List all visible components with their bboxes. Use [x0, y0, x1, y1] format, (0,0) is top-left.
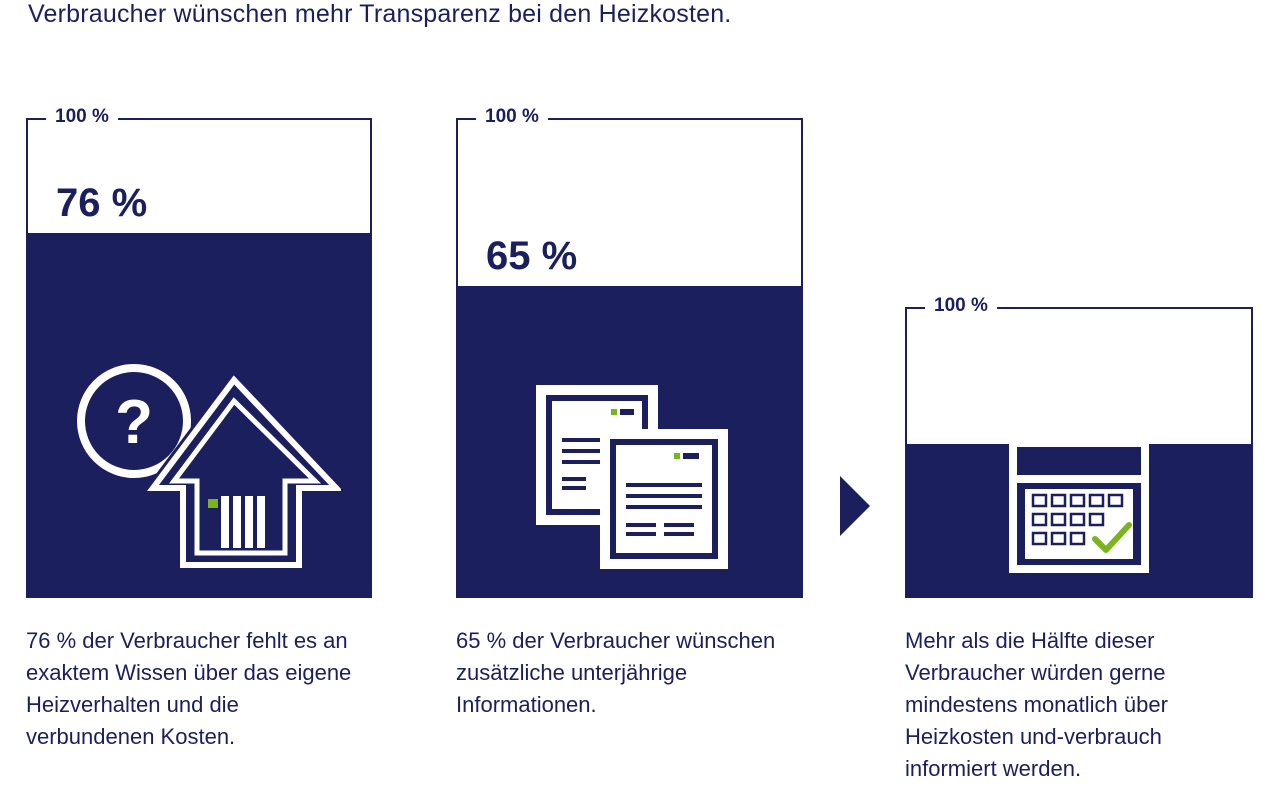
bar-panel-3: 100 % [905, 295, 1253, 598]
value-label-1: 76 % [56, 181, 148, 225]
arrow-right-icon [840, 476, 870, 536]
calendar-check-icon [1009, 439, 1149, 573]
svg-text:?: ? [115, 388, 153, 457]
max-label-3: 100 % [925, 295, 997, 317]
page-title: Verbraucher wünschen mehr Transparenz be… [28, 0, 732, 28]
value-label-2: 65 % [486, 234, 578, 278]
caption-3: Mehr als die Hälfte dieser Verbraucher w… [905, 628, 1168, 781]
caption-2: 65 % der Verbraucher wünschen zusätzlich… [456, 628, 776, 717]
max-label-1: 100 % [46, 106, 118, 128]
bar-panel-2: 100 % 65 % [456, 106, 803, 598]
bar-panel-1: 100 % 76 % ? [26, 106, 372, 598]
max-label-2: 100 % [476, 106, 548, 128]
documents-icon [536, 385, 728, 569]
caption-1: 76 % der Verbraucher fehlt es an exaktem… [26, 628, 352, 749]
house-question-icon: ? [77, 364, 341, 571]
